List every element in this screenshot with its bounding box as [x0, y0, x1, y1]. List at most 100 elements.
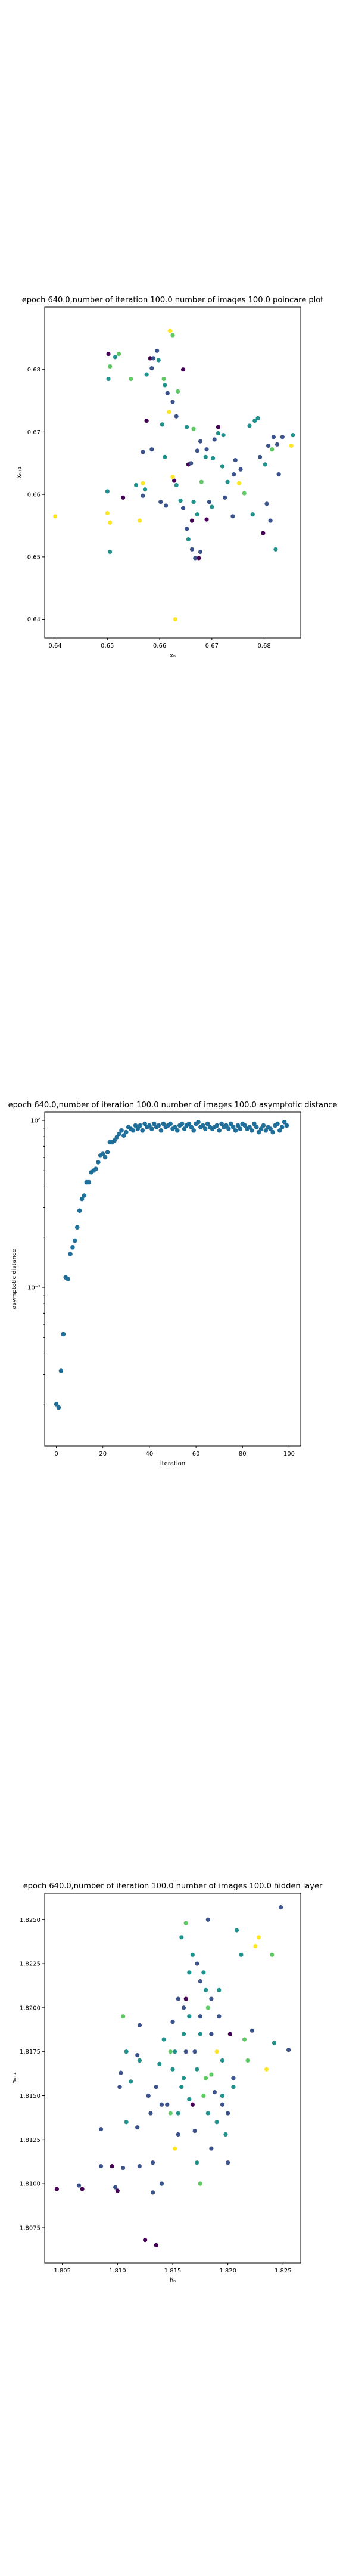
- data-point: [176, 2132, 180, 2137]
- data-point: [195, 448, 199, 453]
- data-point: [119, 1128, 124, 1133]
- data-point: [254, 1125, 259, 1129]
- hidden-layer-panel: epoch 640.0,number of iteration 100.0 nu…: [0, 1878, 343, 2290]
- data-point: [105, 510, 110, 516]
- data-point: [191, 500, 196, 504]
- data-point: [98, 2127, 104, 2132]
- data-point: [170, 333, 175, 338]
- data-point: [270, 1129, 275, 1135]
- data-point: [157, 2061, 162, 2066]
- data-point: [204, 447, 209, 452]
- data-point: [159, 2181, 164, 2186]
- data-point: [185, 425, 189, 429]
- data-point: [142, 1121, 147, 1126]
- data-point: [176, 2111, 180, 2116]
- data-point: [230, 1125, 236, 1129]
- data-point: [146, 2093, 151, 2098]
- data-point: [54, 2187, 59, 2191]
- data-point: [154, 2243, 158, 2248]
- data-point: [163, 383, 167, 388]
- data-point: [291, 433, 295, 438]
- data-point: [205, 2111, 210, 2116]
- y-tick-label: 0.68: [27, 367, 40, 373]
- data-point: [238, 1126, 243, 1131]
- data-point: [201, 2093, 206, 2098]
- data-point: [52, 514, 58, 519]
- data-point: [58, 1368, 64, 1373]
- data-point: [79, 1196, 85, 1202]
- x-tick-label: 1.805: [54, 2268, 71, 2274]
- data-point: [217, 2014, 222, 2019]
- data-point: [210, 504, 214, 509]
- x-tick-label: 0.64: [48, 643, 61, 649]
- data-point: [165, 2102, 170, 2107]
- data-point: [245, 2058, 250, 2063]
- data-point: [98, 2164, 104, 2169]
- data-point: [279, 1905, 283, 1910]
- data-point: [174, 482, 179, 488]
- data-point: [151, 2160, 155, 2165]
- data-point: [263, 462, 267, 467]
- data-point: [144, 418, 149, 423]
- data-point: [128, 2079, 133, 2084]
- x-tick-label: 0.65: [101, 643, 114, 649]
- data-point: [167, 410, 172, 414]
- data-point: [170, 2067, 175, 2072]
- x-tick-label: 1.810: [109, 2268, 126, 2274]
- data-point: [223, 495, 227, 500]
- data-point: [141, 493, 145, 498]
- plot-frame: [44, 1893, 301, 2264]
- data-point: [205, 1121, 210, 1126]
- data-point: [108, 364, 113, 369]
- data-point: [231, 2085, 236, 2089]
- data-point: [273, 547, 278, 552]
- data-point: [264, 501, 269, 506]
- data-point: [220, 2093, 225, 2098]
- data-point: [105, 489, 110, 494]
- data-point: [180, 367, 186, 372]
- x-tick-label: 0.67: [205, 643, 219, 649]
- data-point: [113, 2185, 118, 2190]
- data-point: [161, 2037, 166, 2042]
- y-tick-label: 1.8225: [20, 1961, 40, 1968]
- data-point: [187, 2014, 192, 2019]
- y-axis-label: hₙ₊₁: [11, 2072, 18, 2084]
- data-point: [178, 499, 183, 503]
- data-point: [113, 355, 118, 360]
- data-point: [277, 1128, 282, 1133]
- data-point: [170, 475, 175, 479]
- data-point: [209, 1996, 214, 2001]
- data-point: [234, 1928, 239, 1933]
- y-tick-label: 0.64: [27, 617, 40, 623]
- data-point: [124, 2049, 129, 2054]
- data-point: [108, 549, 113, 555]
- chart-title: epoch 640.0,number of iteration 100.0 nu…: [22, 296, 324, 305]
- data-point: [133, 482, 139, 488]
- data-point: [255, 416, 260, 420]
- data-point: [220, 464, 224, 469]
- data-point: [121, 495, 126, 500]
- data-point: [242, 1123, 247, 1128]
- data-point: [110, 2164, 114, 2169]
- data-point: [279, 1125, 285, 1129]
- data-point: [180, 506, 186, 510]
- data-point: [149, 366, 154, 371]
- data-point: [106, 351, 111, 357]
- data-point: [181, 2076, 186, 2080]
- data-point: [247, 1125, 252, 1129]
- data-point: [135, 2053, 140, 2058]
- data-point: [120, 2014, 126, 2019]
- data-point: [276, 472, 281, 477]
- data-point: [220, 2102, 225, 2107]
- data-point: [216, 425, 220, 429]
- data-point: [93, 1166, 98, 1171]
- data-point: [224, 1123, 229, 1128]
- data-point: [247, 423, 252, 428]
- data-point: [138, 1123, 143, 1128]
- data-point: [286, 2048, 291, 2052]
- data-point: [168, 2111, 173, 2116]
- data-point: [68, 1252, 73, 1256]
- data-point: [275, 442, 280, 447]
- data-point: [114, 1135, 119, 1140]
- data-point: [154, 2085, 158, 2089]
